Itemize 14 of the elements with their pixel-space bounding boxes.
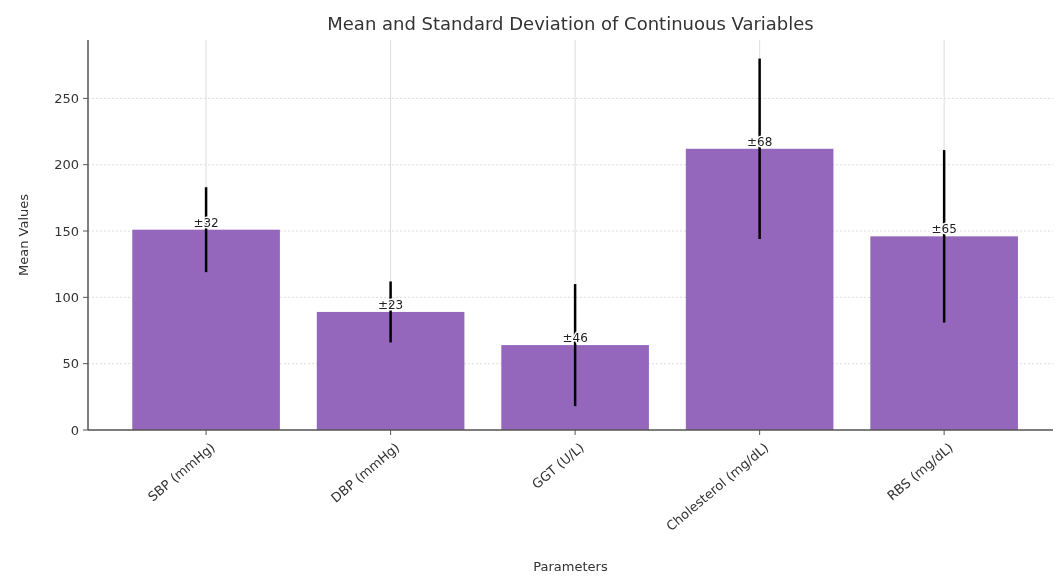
y-tick-label: 150	[54, 223, 79, 239]
y-tick-label: 250	[54, 90, 79, 106]
y-axis-title: Mean Values	[16, 193, 31, 277]
chart-title: Mean and Standard Deviation of Continuous Variables	[327, 13, 814, 34]
bar	[685, 148, 834, 430]
y-tick-label: 200	[54, 157, 79, 173]
bar	[132, 229, 280, 430]
bar	[501, 345, 649, 430]
y-tick-label: 0	[70, 422, 79, 438]
y-tick-label: 100	[54, 289, 79, 305]
x-axis-title: Parameters	[533, 559, 608, 574]
bar	[316, 311, 465, 430]
y-tick-label: 50	[62, 356, 79, 372]
bar	[870, 236, 1018, 430]
